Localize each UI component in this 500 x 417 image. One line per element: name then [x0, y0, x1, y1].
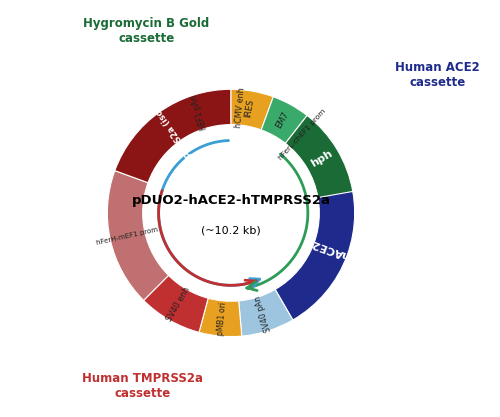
Text: hTMPRSS2a (isoform 1): hTMPRSS2a (isoform 1)	[134, 78, 206, 174]
Text: hph: hph	[309, 148, 334, 169]
Text: hFerL-chEF1 prom: hFerL-chEF1 prom	[278, 108, 328, 161]
Text: Human ACE2
cassette: Human ACE2 cassette	[396, 61, 480, 89]
Text: hACE2: hACE2	[310, 238, 351, 261]
Text: Hygromycin B Gold
cassette: Hygromycin B Gold cassette	[83, 17, 210, 45]
Wedge shape	[144, 275, 208, 332]
Text: (~10.2 kb): (~10.2 kb)	[201, 226, 261, 236]
Wedge shape	[275, 171, 354, 320]
Text: pDUO2-hACE2-hTMPRSS2a: pDUO2-hACE2-hTMPRSS2a	[132, 194, 330, 207]
Wedge shape	[108, 171, 168, 300]
Wedge shape	[231, 89, 274, 130]
Wedge shape	[199, 298, 242, 337]
Wedge shape	[286, 116, 353, 198]
Wedge shape	[254, 93, 347, 183]
Text: pMB1 ori: pMB1 ori	[216, 301, 228, 336]
Text: hEF1 pAn: hEF1 pAn	[190, 93, 209, 131]
Text: SV40 pAn: SV40 pAn	[253, 295, 273, 333]
Text: SV40 enh: SV40 enh	[164, 286, 192, 324]
Text: EM7: EM7	[274, 110, 290, 130]
Text: hCMV enh: hCMV enh	[234, 87, 246, 128]
Wedge shape	[169, 90, 224, 136]
Text: hFerH-mEF1 prom: hFerH-mEF1 prom	[96, 226, 159, 246]
Wedge shape	[220, 89, 263, 128]
Text: Human TMPRSS2a
cassette: Human TMPRSS2a cassette	[82, 372, 203, 400]
Wedge shape	[115, 89, 231, 183]
Text: IRES: IRES	[244, 98, 256, 118]
Wedge shape	[238, 289, 293, 336]
Wedge shape	[261, 97, 307, 143]
